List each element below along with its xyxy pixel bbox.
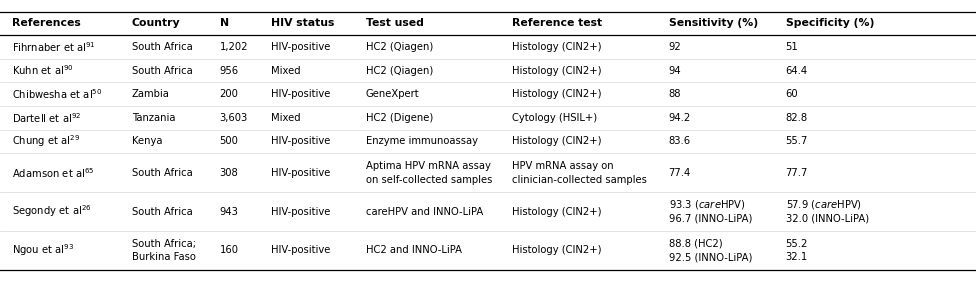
Text: 3,603: 3,603 — [220, 113, 248, 123]
Text: Cytology (HSIL+): Cytology (HSIL+) — [512, 113, 597, 123]
Text: HIV-positive: HIV-positive — [271, 168, 331, 178]
Text: HIV-positive: HIV-positive — [271, 245, 331, 255]
Text: Aptima HPV mRNA assay: Aptima HPV mRNA assay — [366, 161, 491, 171]
Text: 200: 200 — [220, 89, 238, 99]
Text: Segondy et al$^{26}$: Segondy et al$^{26}$ — [12, 204, 91, 219]
Text: South Africa: South Africa — [132, 206, 192, 217]
Text: Zambia: Zambia — [132, 89, 170, 99]
Text: 96.7 (INNO-LiPA): 96.7 (INNO-LiPA) — [669, 213, 752, 223]
Text: Fihrnaber et al$^{91}$: Fihrnaber et al$^{91}$ — [12, 40, 96, 54]
Text: Ngou et al$^{93}$: Ngou et al$^{93}$ — [12, 242, 74, 258]
Text: 500: 500 — [220, 137, 238, 146]
Text: Histology (CIN2+): Histology (CIN2+) — [512, 66, 602, 75]
Text: 60: 60 — [786, 89, 798, 99]
Text: 1,202: 1,202 — [220, 42, 248, 52]
Text: Reference test: Reference test — [512, 18, 602, 28]
Text: 77.7: 77.7 — [786, 168, 808, 178]
Text: Kenya: Kenya — [132, 137, 162, 146]
Text: on self-collected samples: on self-collected samples — [366, 175, 492, 185]
Text: 55.7: 55.7 — [786, 137, 808, 146]
Text: careHPV and INNO-LiPA: careHPV and INNO-LiPA — [366, 206, 483, 217]
Text: References: References — [12, 18, 80, 28]
Text: Test used: Test used — [366, 18, 424, 28]
Text: 88.8 (HC2): 88.8 (HC2) — [669, 238, 722, 249]
Text: 88: 88 — [669, 89, 681, 99]
Text: 82.8: 82.8 — [786, 113, 808, 123]
Text: N: N — [220, 18, 228, 28]
Text: Chibwesha et al$^{50}$: Chibwesha et al$^{50}$ — [12, 87, 102, 101]
Text: 94: 94 — [669, 66, 681, 75]
Text: clinician-collected samples: clinician-collected samples — [512, 175, 647, 185]
Text: 57.9 ($\it{care}$HPV): 57.9 ($\it{care}$HPV) — [786, 198, 862, 211]
Text: Kuhn et al$^{90}$: Kuhn et al$^{90}$ — [12, 64, 73, 77]
Text: 77.4: 77.4 — [669, 168, 691, 178]
Text: Burkina Faso: Burkina Faso — [132, 252, 195, 262]
Text: Country: Country — [132, 18, 181, 28]
Text: 160: 160 — [220, 245, 238, 255]
Text: Specificity (%): Specificity (%) — [786, 18, 874, 28]
Text: 956: 956 — [220, 66, 239, 75]
Text: 64.4: 64.4 — [786, 66, 808, 75]
Text: Enzyme immunoassay: Enzyme immunoassay — [366, 137, 478, 146]
Text: HIV-positive: HIV-positive — [271, 89, 331, 99]
Text: 94.2: 94.2 — [669, 113, 691, 123]
Text: Tanzania: Tanzania — [132, 113, 176, 123]
Text: HC2 (Digene): HC2 (Digene) — [366, 113, 433, 123]
Text: HIV-positive: HIV-positive — [271, 206, 331, 217]
Text: 32.1: 32.1 — [786, 252, 808, 262]
Text: Chung et al$^{29}$: Chung et al$^{29}$ — [12, 134, 80, 149]
Text: Histology (CIN2+): Histology (CIN2+) — [512, 245, 602, 255]
Text: Histology (CIN2+): Histology (CIN2+) — [512, 206, 602, 217]
Text: 92: 92 — [669, 42, 681, 52]
Text: 55.2: 55.2 — [786, 238, 808, 249]
Text: HC2 (Qiagen): HC2 (Qiagen) — [366, 42, 433, 52]
Text: Mixed: Mixed — [271, 66, 301, 75]
Text: 32.0 (INNO-LiPA): 32.0 (INNO-LiPA) — [786, 213, 869, 223]
Text: 943: 943 — [220, 206, 238, 217]
Text: 92.5 (INNO-LiPA): 92.5 (INNO-LiPA) — [669, 252, 752, 262]
Text: 83.6: 83.6 — [669, 137, 691, 146]
Text: Sensitivity (%): Sensitivity (%) — [669, 18, 757, 28]
Text: Mixed: Mixed — [271, 113, 301, 123]
Text: South Africa: South Africa — [132, 42, 192, 52]
Text: 308: 308 — [220, 168, 238, 178]
Text: South Africa;: South Africa; — [132, 238, 196, 249]
Text: Adamson et al$^{65}$: Adamson et al$^{65}$ — [12, 166, 94, 179]
Text: 51: 51 — [786, 42, 798, 52]
Text: HC2 and INNO-LiPA: HC2 and INNO-LiPA — [366, 245, 462, 255]
Text: HPV mRNA assay on: HPV mRNA assay on — [512, 161, 614, 171]
Text: Histology (CIN2+): Histology (CIN2+) — [512, 137, 602, 146]
Text: HIV status: HIV status — [271, 18, 335, 28]
Text: Dartell et al$^{92}$: Dartell et al$^{92}$ — [12, 111, 81, 125]
Text: HIV-positive: HIV-positive — [271, 42, 331, 52]
Text: GeneXpert: GeneXpert — [366, 89, 420, 99]
Text: South Africa: South Africa — [132, 168, 192, 178]
Text: HC2 (Qiagen): HC2 (Qiagen) — [366, 66, 433, 75]
Text: HIV-positive: HIV-positive — [271, 137, 331, 146]
Text: South Africa: South Africa — [132, 66, 192, 75]
Text: Histology (CIN2+): Histology (CIN2+) — [512, 42, 602, 52]
Text: Histology (CIN2+): Histology (CIN2+) — [512, 89, 602, 99]
Text: 93.3 ($\it{care}$HPV): 93.3 ($\it{care}$HPV) — [669, 198, 746, 211]
